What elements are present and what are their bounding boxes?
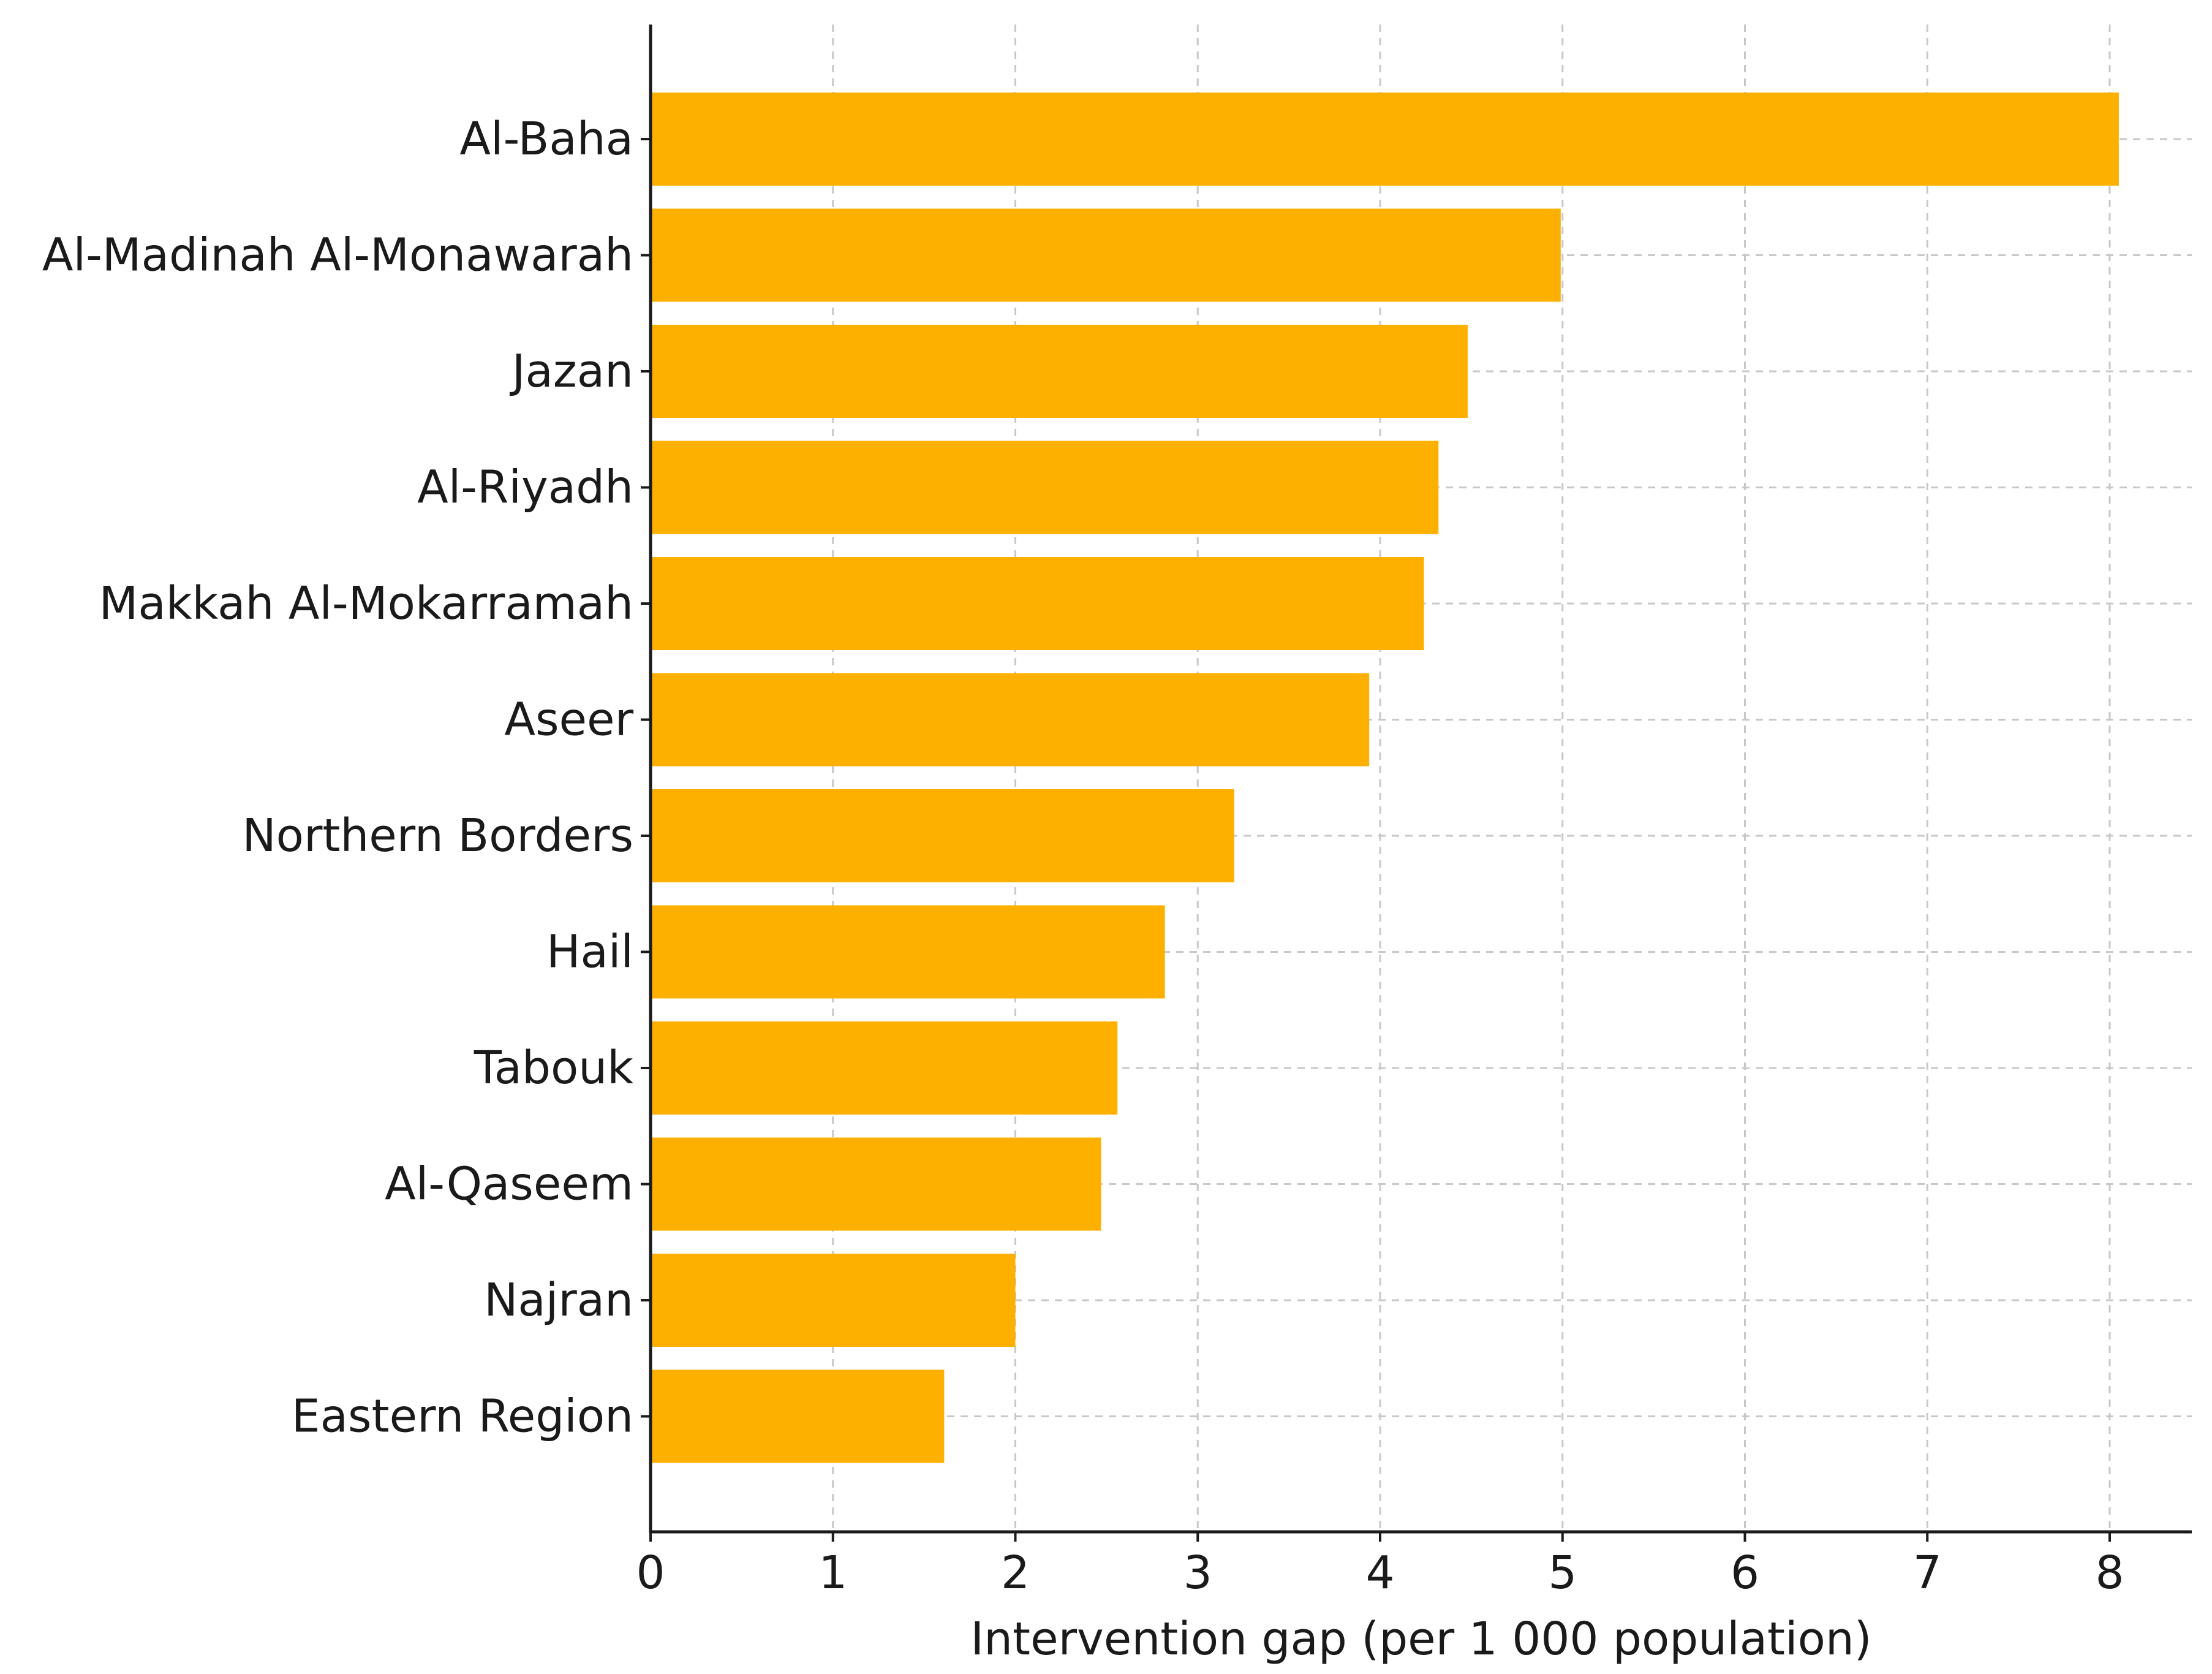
- bar: [651, 1021, 1118, 1115]
- bar: [651, 325, 1468, 418]
- y-tick-label: Aseer: [504, 694, 633, 746]
- x-tick-label: 7: [1913, 1547, 1942, 1599]
- bar: [651, 1137, 1101, 1231]
- bar: [651, 557, 1424, 650]
- x-tick-label: 8: [2095, 1547, 2124, 1599]
- x-tick-label: 3: [1183, 1547, 1212, 1599]
- bar: [651, 93, 2119, 186]
- y-tick-labels: Al-Baha Al-Madinah Al-Monawarah Jazan Al-Ri…: [42, 113, 651, 1443]
- y-tick-label: Jazan: [510, 345, 633, 398]
- y-tick-label: Tabouk: [474, 1042, 633, 1094]
- bar: [651, 673, 1370, 767]
- y-tick-label: Hail: [546, 926, 633, 979]
- x-tick-labels: 0 1 2 3 4 5 6 7 8: [636, 1532, 2124, 1599]
- y-tick-label: Makkah Al-Mokarramah: [99, 577, 634, 630]
- y-tick-label: Najran: [484, 1274, 633, 1327]
- axes: [649, 25, 2192, 1534]
- x-tick-label: 6: [1731, 1547, 1759, 1599]
- x-tick-label: 1: [818, 1547, 847, 1599]
- bar: [651, 789, 1234, 882]
- x-axis-title: Intervention gap (per 1 000 population): [970, 1613, 1871, 1665]
- x-tick-label: 5: [1548, 1547, 1577, 1599]
- bar: [651, 1254, 1016, 1347]
- x-tick-label: 0: [636, 1547, 665, 1599]
- y-tick-label: Northern Borders: [242, 809, 633, 862]
- bar: [651, 208, 1561, 302]
- bar: [651, 441, 1439, 534]
- y-tick-label: Al-Baha: [459, 113, 633, 165]
- bar: [651, 1369, 945, 1463]
- y-tick-label: Al-Madinah Al-Monawarah: [42, 229, 633, 282]
- y-tick-label: Al-Riyadh: [417, 461, 633, 514]
- bar: [651, 905, 1165, 999]
- y-tick-label: Eastern Region: [292, 1390, 633, 1443]
- bars: [651, 93, 2119, 1463]
- y-tick-label: Al-Qaseem: [385, 1158, 633, 1211]
- x-tick-label: 4: [1365, 1547, 1394, 1599]
- x-tick-label: 2: [1001, 1547, 1030, 1599]
